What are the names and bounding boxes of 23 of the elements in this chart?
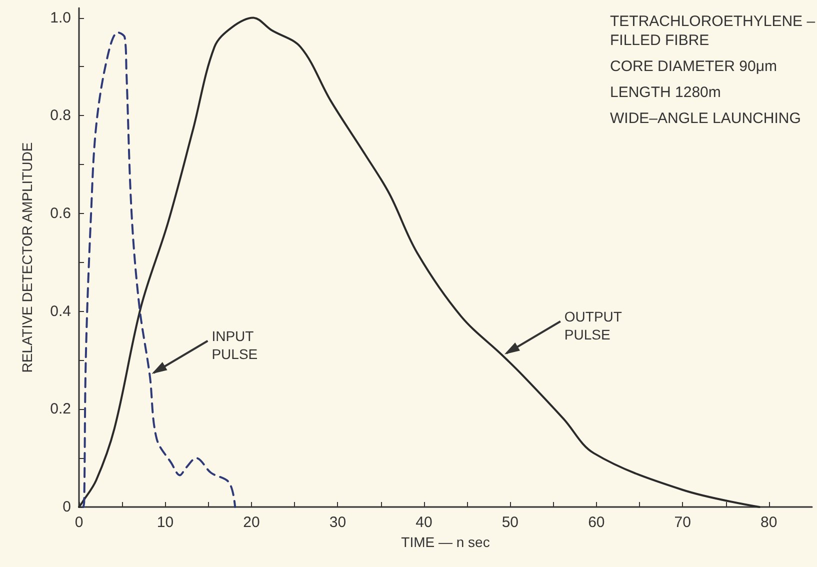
- annotation: CORE DIAMETER 90μm: [610, 58, 777, 75]
- x-tick-label: 20: [243, 514, 260, 531]
- y-tick-label: 1.0: [50, 9, 71, 26]
- annotation: INPUT PULSE: [212, 328, 258, 362]
- x-tick-label: 50: [502, 514, 519, 531]
- annotation: WIDE–ANGLE LAUNCHING: [610, 110, 801, 127]
- y-tick-label: 0.2: [50, 400, 71, 418]
- x-tick-label: 40: [416, 514, 432, 531]
- x-tick-label: 60: [588, 514, 605, 531]
- x-tick-label: 80: [760, 514, 778, 531]
- x-tick-label: 30: [329, 514, 346, 531]
- annotation: OUTPUT PULSE: [564, 308, 622, 342]
- y-tick-label: 0.8: [50, 107, 71, 124]
- y-tick-label: 0.4: [50, 302, 71, 320]
- y-tick-label: 0.6: [50, 204, 71, 222]
- x-tick-label: 10: [156, 514, 174, 531]
- annotation: TETRACHLOROETHYLENE – FILLED FIBRE: [610, 13, 816, 49]
- x-tick-label: 70: [674, 514, 691, 531]
- y-axis-title: RELATIVE DETECTOR AMPLITUDE: [19, 142, 35, 373]
- x-axis-title: TIME — n sec: [401, 534, 490, 550]
- annotation: LENGTH 1280m: [610, 84, 721, 101]
- y-tick-label: 0: [62, 498, 71, 516]
- x-tick-label: 0: [74, 514, 84, 531]
